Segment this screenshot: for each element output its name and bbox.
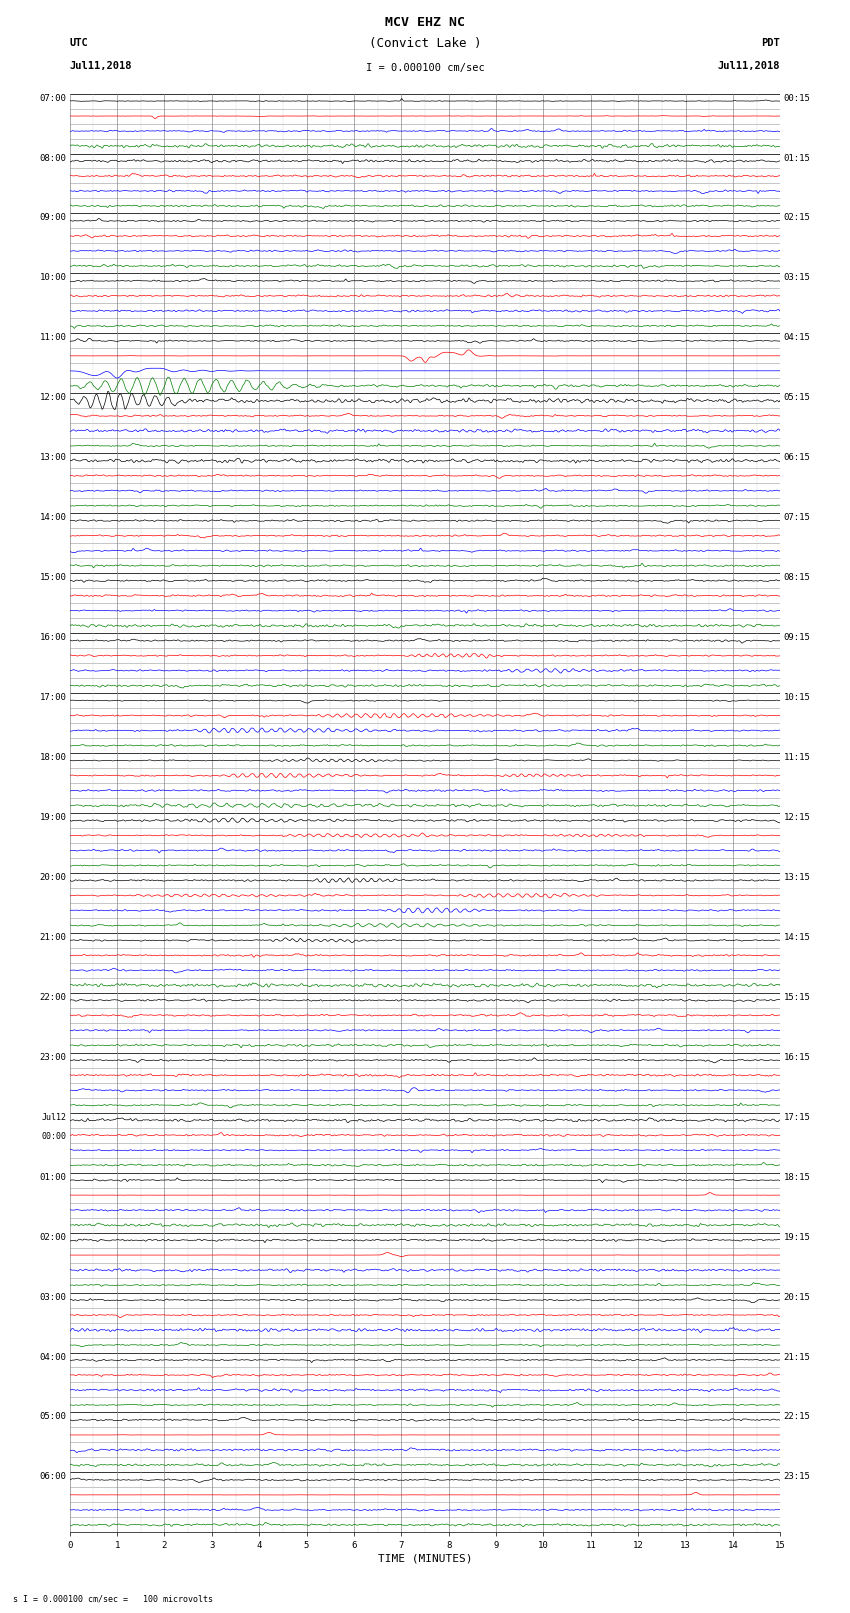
Text: UTC: UTC [70, 39, 88, 48]
Text: 23:15: 23:15 [784, 1473, 811, 1481]
Text: 11:15: 11:15 [784, 753, 811, 761]
Text: 00:15: 00:15 [784, 94, 811, 103]
Text: 21:00: 21:00 [39, 932, 66, 942]
Text: 09:00: 09:00 [39, 213, 66, 223]
Text: 14:00: 14:00 [39, 513, 66, 523]
Text: 15:00: 15:00 [39, 573, 66, 582]
Text: 10:15: 10:15 [784, 694, 811, 702]
Text: 17:00: 17:00 [39, 694, 66, 702]
Text: 20:15: 20:15 [784, 1292, 811, 1302]
Text: 01:00: 01:00 [39, 1173, 66, 1182]
Text: s I = 0.000100 cm/sec =   100 microvolts: s I = 0.000100 cm/sec = 100 microvolts [13, 1594, 212, 1603]
Text: (Convict Lake ): (Convict Lake ) [369, 37, 481, 50]
Text: 12:00: 12:00 [39, 394, 66, 402]
Text: 02:00: 02:00 [39, 1232, 66, 1242]
Text: 03:00: 03:00 [39, 1292, 66, 1302]
Text: 20:00: 20:00 [39, 873, 66, 882]
Text: 17:15: 17:15 [784, 1113, 811, 1121]
Text: 09:15: 09:15 [784, 634, 811, 642]
Text: PDT: PDT [762, 39, 780, 48]
Text: 07:00: 07:00 [39, 94, 66, 103]
Text: 07:15: 07:15 [784, 513, 811, 523]
Text: 03:15: 03:15 [784, 273, 811, 282]
Text: 04:15: 04:15 [784, 334, 811, 342]
Text: 04:00: 04:00 [39, 1352, 66, 1361]
Text: 22:15: 22:15 [784, 1413, 811, 1421]
Text: MCV EHZ NC: MCV EHZ NC [385, 16, 465, 29]
Text: Jul11,2018: Jul11,2018 [70, 61, 133, 71]
Text: 12:15: 12:15 [784, 813, 811, 823]
Text: 19:00: 19:00 [39, 813, 66, 823]
X-axis label: TIME (MINUTES): TIME (MINUTES) [377, 1553, 473, 1563]
Text: 01:15: 01:15 [784, 153, 811, 163]
Text: 11:00: 11:00 [39, 334, 66, 342]
Text: 06:15: 06:15 [784, 453, 811, 463]
Text: Jul11,2018: Jul11,2018 [717, 61, 780, 71]
Text: 05:15: 05:15 [784, 394, 811, 402]
Text: 06:00: 06:00 [39, 1473, 66, 1481]
Text: 21:15: 21:15 [784, 1352, 811, 1361]
Text: 18:00: 18:00 [39, 753, 66, 761]
Text: 00:00: 00:00 [42, 1132, 66, 1140]
Text: 10:00: 10:00 [39, 273, 66, 282]
Text: 14:15: 14:15 [784, 932, 811, 942]
Text: 02:15: 02:15 [784, 213, 811, 223]
Text: 13:15: 13:15 [784, 873, 811, 882]
Text: 16:15: 16:15 [784, 1053, 811, 1061]
Text: 18:15: 18:15 [784, 1173, 811, 1182]
Text: I = 0.000100 cm/sec: I = 0.000100 cm/sec [366, 63, 484, 73]
Text: 15:15: 15:15 [784, 994, 811, 1002]
Text: 23:00: 23:00 [39, 1053, 66, 1061]
Text: 05:00: 05:00 [39, 1413, 66, 1421]
Text: 08:00: 08:00 [39, 153, 66, 163]
Text: Jul12: Jul12 [42, 1113, 66, 1121]
Text: 13:00: 13:00 [39, 453, 66, 463]
Text: 16:00: 16:00 [39, 634, 66, 642]
Text: 19:15: 19:15 [784, 1232, 811, 1242]
Text: 08:15: 08:15 [784, 573, 811, 582]
Text: 22:00: 22:00 [39, 994, 66, 1002]
